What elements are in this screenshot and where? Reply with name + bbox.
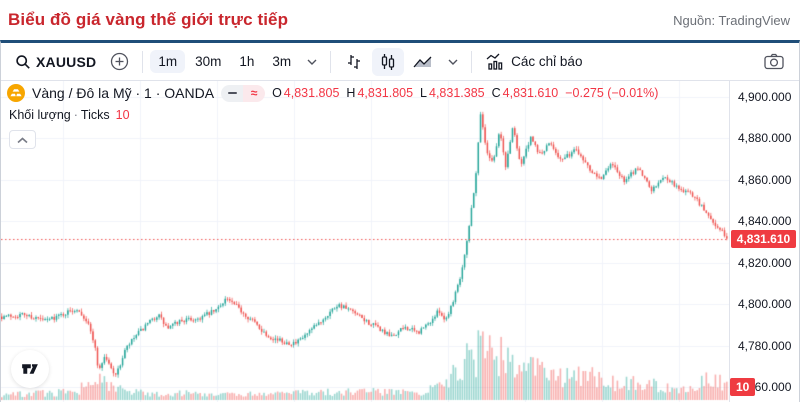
page-title: Biểu đồ giá vàng thế giới trực tiếp	[8, 10, 289, 29]
volume-legend[interactable]: Khối lượng · Ticks 10	[9, 108, 130, 122]
gold-coin-icon	[7, 84, 25, 102]
candles-chart-icon	[378, 52, 398, 72]
indicators-button[interactable]: Các chỉ báo	[479, 48, 588, 75]
tradingview-logo[interactable]	[11, 350, 49, 388]
ohlc-key: L	[420, 86, 427, 100]
price-tick: 4,860.000	[738, 172, 792, 187]
market-closed-icon	[221, 84, 244, 102]
chart-type-area-button[interactable]	[406, 49, 440, 75]
volume-label: Khối lượng	[9, 108, 71, 122]
chart-type-menu-button[interactable]	[442, 55, 464, 69]
chart-plot[interactable]: Vàng / Đô la Mỹ · 1 · OANDA ≈ O 4,831.805…	[1, 81, 729, 402]
last-price-badge: 4,831.610	[731, 229, 796, 248]
source-credit: Nguồn: TradingView	[673, 12, 790, 28]
toolbar-divider	[471, 50, 473, 73]
chevron-down-icon	[307, 59, 317, 65]
chart-area: Vàng / Đô la Mỹ · 1 · OANDA ≈ O 4,831.805…	[1, 81, 799, 402]
volume-type: Ticks	[80, 108, 110, 122]
candlestick-canvas[interactable]	[1, 81, 729, 402]
camera-icon	[763, 52, 785, 71]
area-chart-icon	[412, 53, 434, 71]
price-axis[interactable]: 4,900.000 4,880.000 4,860.000 4,840.000 4,82…	[729, 81, 799, 402]
ohlc-value: 4,831.805	[357, 86, 414, 100]
indicators-icon	[485, 52, 506, 71]
timeframe-30m[interactable]: 30m	[187, 50, 229, 73]
ohlc-values: O 4,831.805 H 4,831.805 L 4,831.385 C 4,831.610	[272, 86, 558, 100]
indicators-label: Các chỉ báo	[511, 54, 583, 69]
plus-circle-icon	[110, 52, 129, 71]
price-tick: 4,880.000	[738, 131, 792, 146]
compare-add-button[interactable]	[104, 48, 135, 75]
timeframe-1m[interactable]: 1m	[150, 50, 186, 73]
timeframe-group: 1m 30m 1h 3m	[150, 50, 299, 73]
chart-type-candles-button[interactable]	[372, 47, 405, 76]
chevron-up-icon	[17, 131, 28, 149]
tradingview-widget: XAUUSD 1m 30m 1h 3m	[0, 40, 800, 402]
price-tick: 4,820.000	[738, 255, 792, 270]
price-tick: 4,800.000	[738, 297, 792, 312]
ohlc-value: 4,831.805	[283, 86, 340, 100]
symbol-legend[interactable]: Vàng / Đô la Mỹ · 1 · OANDA ≈ O 4,831.805…	[7, 84, 658, 102]
toolbar-divider	[142, 50, 144, 73]
ohlc-value: 4,831.385	[429, 86, 485, 100]
ohlc-key: C	[491, 86, 501, 100]
ohlc-value: 4,831.610	[502, 86, 559, 100]
bars-chart-icon	[344, 52, 364, 72]
chart-toolbar: XAUUSD 1m 30m 1h 3m	[1, 43, 799, 81]
symbol-label: XAUUSD	[36, 53, 97, 70]
timeframe-1h[interactable]: 1h	[231, 50, 262, 73]
header: Biểu đồ giá vàng thế giới trực tiếp Nguồ…	[0, 0, 800, 40]
timeframe-menu-button[interactable]	[301, 55, 323, 69]
ohlc-key: O	[272, 86, 282, 100]
volume-value: 10	[115, 108, 130, 122]
change-value: −0.275 (−0.01%)	[565, 86, 659, 100]
market-status-pill[interactable]: ≈	[221, 84, 266, 102]
search-icon	[15, 54, 31, 70]
timeframe-3m[interactable]: 3m	[264, 50, 299, 73]
toolbar-divider	[330, 50, 332, 73]
ohlc-key: H	[346, 86, 356, 100]
symbol-search-button[interactable]: XAUUSD	[9, 50, 102, 74]
price-tick: 4,840.000	[738, 214, 792, 229]
snapshot-button[interactable]	[757, 48, 791, 75]
price-tick: 4,780.000	[738, 338, 792, 353]
price-tick: 4,900.000	[738, 90, 792, 104]
chevron-down-icon	[448, 59, 458, 65]
volume-value-badge: 10	[730, 378, 756, 396]
legend-separator: ·	[73, 108, 78, 122]
chart-type-bars-button[interactable]	[338, 48, 370, 76]
pane-collapse-button[interactable]	[9, 130, 36, 149]
symbol-title[interactable]: Vàng / Đô la Mỹ · 1 · OANDA	[32, 85, 215, 101]
delayed-data-icon: ≈	[243, 84, 266, 102]
